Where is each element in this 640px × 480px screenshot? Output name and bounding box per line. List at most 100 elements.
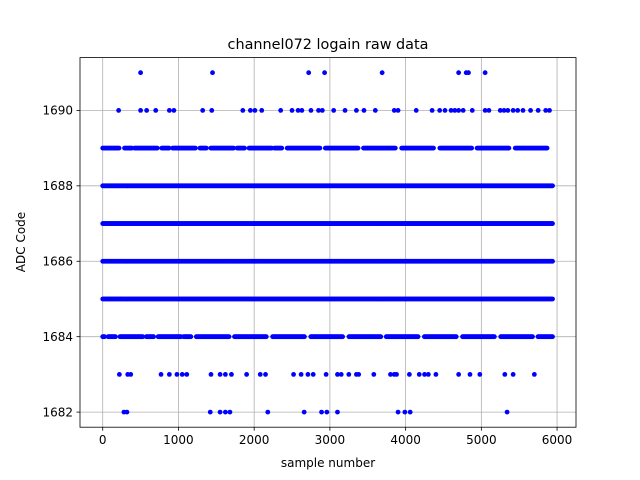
data-point	[222, 372, 228, 377]
data-point	[482, 70, 488, 76]
data-point	[116, 108, 122, 113]
data-point	[138, 108, 143, 113]
plot-frame	[79, 57, 577, 428]
data-point	[456, 372, 462, 377]
data-point	[247, 108, 253, 113]
data-point	[491, 334, 497, 340]
x-tick-label: 5000	[466, 433, 497, 447]
data-point	[207, 409, 213, 415]
data-point	[510, 372, 516, 377]
data-point	[305, 372, 311, 377]
data-point	[302, 334, 307, 340]
data-point	[289, 108, 295, 113]
data-point	[520, 108, 526, 113]
data-point	[431, 145, 436, 151]
data-point	[469, 108, 475, 113]
data-point	[453, 334, 459, 340]
axis-ticks: 0 1000 2000 3000 4000 5000 6000 1682 1684 1686 168…	[42, 104, 572, 448]
data-point	[482, 108, 488, 113]
data-point	[355, 145, 361, 151]
data-point	[184, 372, 190, 377]
data-point	[429, 108, 435, 113]
data-point	[113, 334, 118, 340]
data-point	[244, 372, 250, 377]
data-point	[354, 108, 359, 113]
data-point	[227, 409, 233, 415]
data-point	[226, 334, 232, 340]
x-tick-label: 2000	[239, 433, 270, 447]
data-point	[504, 409, 510, 415]
data-point	[506, 145, 512, 151]
y-tick-label: 1684	[42, 330, 73, 344]
x-tick-label: 0	[99, 433, 107, 447]
data-point	[116, 145, 122, 151]
data-point	[102, 334, 107, 340]
data-point	[448, 108, 454, 113]
data-point	[301, 409, 307, 415]
data-point	[279, 145, 285, 151]
x-tick-label: 6000	[542, 433, 573, 447]
data-point	[231, 145, 236, 151]
data-point	[550, 296, 555, 302]
data-point	[153, 108, 159, 113]
data-point	[547, 108, 552, 113]
y-axis-label: ADC Code	[14, 212, 28, 272]
x-tick-label: 1000	[163, 433, 194, 447]
data-point	[166, 145, 172, 151]
data-point	[502, 372, 508, 377]
data-point	[531, 372, 537, 377]
data-point	[371, 372, 377, 377]
data-point	[501, 108, 507, 113]
data-point	[415, 334, 421, 340]
data-point	[209, 108, 215, 113]
data-point	[322, 70, 327, 76]
data-point	[477, 372, 483, 377]
data-point	[543, 108, 549, 113]
data-point	[252, 108, 258, 113]
data-point	[217, 409, 223, 415]
data-point	[466, 70, 471, 76]
data-point	[166, 372, 172, 377]
data-point	[452, 108, 458, 113]
data-point	[299, 108, 305, 113]
data-point	[550, 258, 555, 264]
data-point	[188, 334, 194, 340]
data-point	[407, 372, 412, 377]
data-point	[528, 108, 533, 113]
chart-title: channel072 logain raw data	[228, 37, 429, 53]
data-point	[394, 372, 399, 377]
data-point	[316, 108, 321, 113]
data-point	[229, 372, 234, 377]
data-point	[550, 183, 555, 189]
data-point	[515, 108, 521, 113]
data-point	[510, 108, 516, 113]
data-point	[263, 372, 268, 377]
data-point	[208, 372, 214, 377]
data-point	[550, 334, 555, 340]
data-point	[338, 372, 344, 377]
data-point	[335, 409, 340, 415]
data-point	[138, 70, 143, 76]
data-point	[361, 108, 367, 113]
data-point	[144, 108, 150, 113]
data-point	[335, 372, 340, 377]
data-point	[210, 70, 215, 76]
data-point	[323, 372, 329, 377]
y-tick-label: 1688	[42, 179, 73, 193]
y-tick-label: 1682	[42, 405, 73, 419]
data-point	[278, 108, 284, 113]
data-point	[486, 108, 492, 113]
data-point	[402, 409, 408, 415]
data-point	[422, 372, 427, 377]
data-point	[308, 108, 314, 113]
data-point	[158, 372, 164, 377]
data-point	[116, 372, 122, 377]
data-point	[378, 334, 384, 340]
data-point	[388, 372, 393, 377]
x-tick-label: 4000	[390, 433, 421, 447]
data-point	[467, 372, 473, 377]
data-point	[319, 108, 325, 113]
data-point	[193, 145, 198, 151]
data-point	[497, 108, 503, 113]
